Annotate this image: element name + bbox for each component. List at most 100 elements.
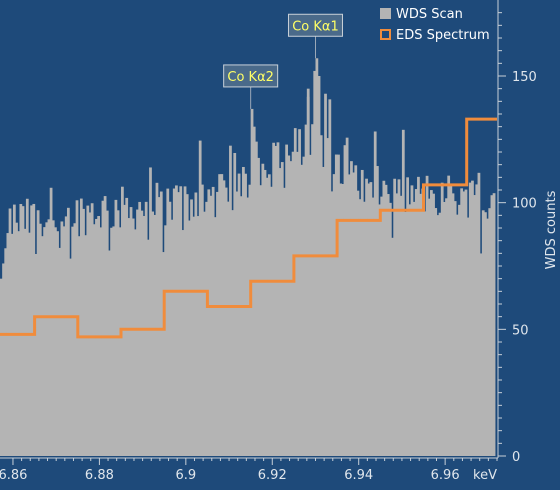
wds-bar bbox=[453, 201, 457, 456]
wds-bar bbox=[73, 223, 77, 456]
wds-bar bbox=[464, 189, 468, 456]
wds-bar bbox=[287, 155, 291, 457]
x-axis-unit: keV bbox=[473, 468, 497, 483]
wds-bar bbox=[386, 194, 390, 456]
wds-bar bbox=[60, 221, 64, 456]
wds-bar bbox=[471, 180, 474, 456]
wds-bar bbox=[244, 173, 247, 456]
wds-bar bbox=[51, 220, 55, 456]
wds-bar bbox=[468, 182, 472, 456]
wds-bar bbox=[62, 226, 66, 456]
wds-bar bbox=[90, 203, 94, 456]
wds-bar bbox=[56, 231, 59, 456]
wds-bar bbox=[395, 193, 399, 456]
wds-bar bbox=[309, 154, 312, 456]
wds-bar bbox=[183, 186, 187, 456]
wds-bar bbox=[438, 212, 442, 456]
wds-bar bbox=[92, 224, 96, 456]
wds-bar bbox=[239, 196, 243, 456]
wds-bar bbox=[190, 199, 193, 456]
wds-bar bbox=[36, 210, 40, 456]
wds-bar bbox=[146, 239, 150, 456]
wds-bar bbox=[352, 172, 355, 456]
wds-bar bbox=[19, 204, 23, 456]
wds-bar bbox=[442, 201, 446, 456]
wds-bar bbox=[274, 145, 278, 456]
wds-bar bbox=[2, 263, 5, 456]
wds-bar bbox=[8, 208, 12, 456]
wds-bar bbox=[166, 188, 170, 456]
wds-bar bbox=[211, 186, 215, 457]
wds-bar bbox=[399, 195, 403, 456]
wds-bar bbox=[272, 142, 276, 456]
wds-bar bbox=[408, 204, 412, 456]
wds-bar bbox=[293, 128, 297, 457]
wds-bar bbox=[209, 195, 213, 456]
wds-bar bbox=[203, 211, 206, 456]
wds-bar bbox=[354, 165, 358, 456]
wds-bar bbox=[339, 183, 343, 456]
wds-bar bbox=[406, 177, 409, 456]
wds-bar bbox=[181, 230, 185, 456]
wds-bar bbox=[432, 193, 435, 456]
wds-bar bbox=[410, 185, 414, 456]
wds-bar bbox=[254, 141, 258, 456]
wds-bar bbox=[155, 182, 159, 456]
wds-bar bbox=[164, 225, 167, 456]
wds-bar bbox=[198, 140, 202, 456]
wds-bar bbox=[142, 216, 146, 456]
wds-bar bbox=[313, 70, 317, 457]
legend: WDS Scan EDS Spectrum bbox=[380, 7, 490, 43]
annotation-label: Co Kα2 bbox=[227, 70, 274, 85]
wds-bar bbox=[121, 186, 124, 456]
wds-bar bbox=[427, 198, 431, 456]
wds-bar bbox=[136, 209, 139, 456]
wds-bar bbox=[283, 187, 286, 456]
wds-bar bbox=[17, 231, 21, 456]
wds-bar bbox=[388, 202, 392, 456]
wds-bar bbox=[458, 204, 461, 456]
wds-bar bbox=[216, 191, 219, 457]
wds-bar bbox=[423, 211, 427, 456]
wds-bar bbox=[317, 76, 321, 456]
wds-bar bbox=[6, 233, 10, 456]
wds-bar bbox=[252, 126, 256, 457]
eds-line-group bbox=[0, 117, 497, 339]
wds-bar bbox=[43, 227, 46, 456]
x-tick-label: 6.92 bbox=[258, 468, 287, 483]
x-tick-label: 6.9 bbox=[175, 468, 196, 483]
legend-label-wds: WDS Scan bbox=[396, 7, 463, 22]
wds-bar bbox=[235, 191, 239, 456]
wds-bar bbox=[177, 192, 180, 456]
wds-bar bbox=[21, 206, 25, 456]
wds-bar bbox=[375, 166, 379, 456]
y-axis: 0 50 100 150 WDS counts bbox=[497, 0, 559, 465]
wds-bar bbox=[237, 173, 241, 456]
wds-bar bbox=[280, 162, 284, 456]
x-axis: 6.86 6.88 6.9 6.92 6.94 6.96 keV bbox=[0, 457, 498, 483]
wds-bar bbox=[393, 178, 397, 456]
wds-bar bbox=[436, 215, 440, 456]
wds-bar bbox=[345, 137, 349, 456]
wds-bar bbox=[84, 235, 88, 456]
wds-bar bbox=[10, 233, 14, 456]
wds-bar bbox=[131, 218, 135, 456]
wds-bar bbox=[289, 161, 293, 456]
wds-bar bbox=[79, 198, 83, 456]
wds-bar bbox=[242, 166, 245, 457]
wds-bar bbox=[108, 250, 111, 456]
wds-bar bbox=[490, 195, 494, 456]
wds-bar bbox=[246, 197, 250, 456]
wds-bar bbox=[380, 196, 384, 456]
wds-bar bbox=[404, 211, 407, 456]
wds-bar bbox=[414, 189, 418, 457]
wds-bar bbox=[302, 156, 306, 457]
wds-bar bbox=[226, 201, 230, 456]
wds-bar bbox=[296, 151, 299, 456]
wds-bar bbox=[118, 227, 122, 456]
wds-bar bbox=[45, 222, 49, 456]
wds-bar bbox=[127, 218, 131, 456]
wds-bar bbox=[69, 258, 72, 456]
wds-bar bbox=[224, 187, 228, 456]
